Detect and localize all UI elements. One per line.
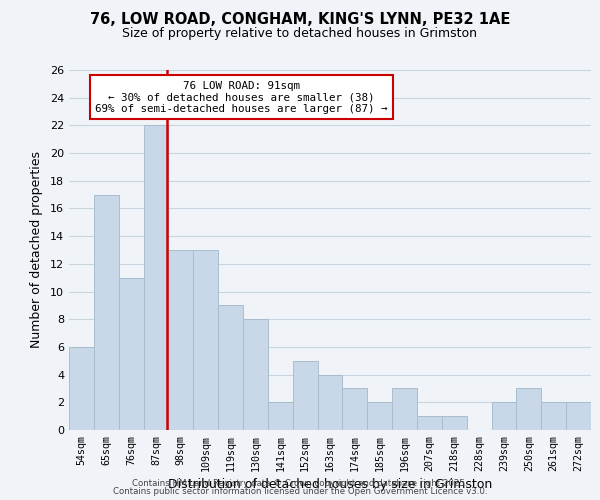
Bar (343, 388, 367, 430)
Bar (218, 306, 243, 430)
Bar (491, 402, 517, 430)
Bar (243, 319, 268, 430)
Bar (293, 361, 317, 430)
Bar (566, 402, 591, 430)
Bar (169, 250, 193, 430)
Bar (517, 388, 541, 430)
Text: Contains HM Land Registry data © Crown copyright and database right 2025.: Contains HM Land Registry data © Crown c… (132, 478, 468, 488)
Text: 76 LOW ROAD: 91sqm
← 30% of detached houses are smaller (38)
69% of semi-detache: 76 LOW ROAD: 91sqm ← 30% of detached hou… (95, 81, 388, 114)
Bar (442, 416, 467, 430)
Bar (94, 194, 119, 430)
Bar (541, 402, 566, 430)
Bar (193, 250, 218, 430)
Bar (143, 126, 169, 430)
Bar (317, 374, 343, 430)
Text: Contains public sector information licensed under the Open Government Licence v3: Contains public sector information licen… (113, 487, 487, 496)
Bar (69, 347, 94, 430)
Bar (119, 278, 143, 430)
Bar (392, 388, 417, 430)
Text: Size of property relative to detached houses in Grimston: Size of property relative to detached ho… (122, 28, 478, 40)
Text: 76, LOW ROAD, CONGHAM, KING'S LYNN, PE32 1AE: 76, LOW ROAD, CONGHAM, KING'S LYNN, PE32… (90, 12, 510, 28)
Y-axis label: Number of detached properties: Number of detached properties (30, 152, 43, 348)
Bar (417, 416, 442, 430)
Bar (367, 402, 392, 430)
X-axis label: Distribution of detached houses by size in Grimston: Distribution of detached houses by size … (168, 478, 492, 491)
Bar (268, 402, 293, 430)
